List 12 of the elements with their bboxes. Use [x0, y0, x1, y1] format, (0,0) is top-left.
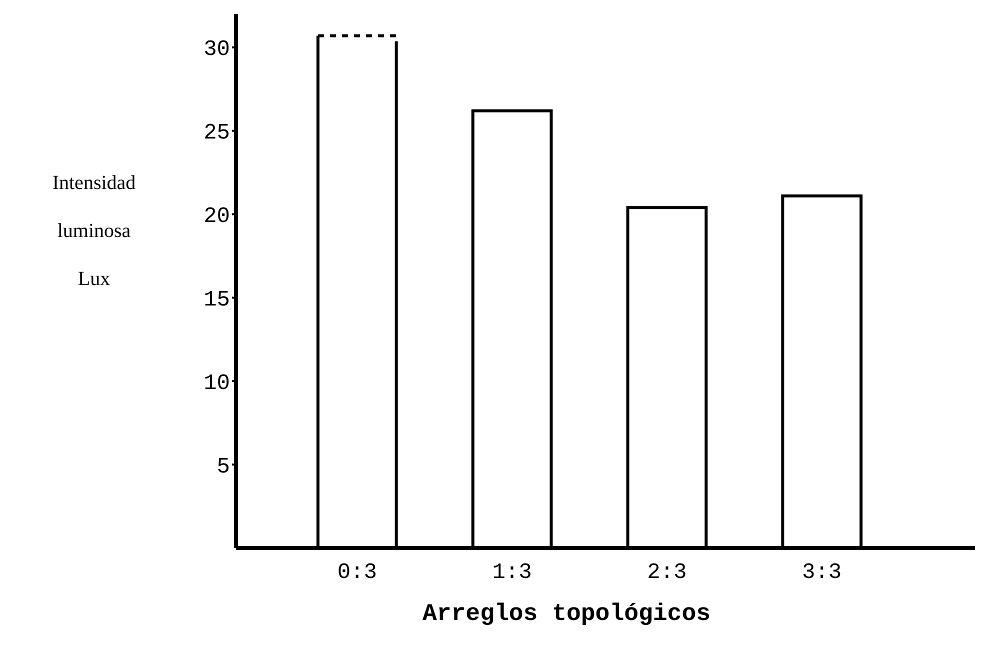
y-tick-label: 20 [204, 204, 230, 229]
y-tick-label: 25 [204, 120, 230, 146]
y-tick-label: 15 [204, 287, 230, 312]
x-axis-title: Arreglos topológicos [422, 601, 711, 628]
x-tick-label: 2:3 [647, 560, 687, 585]
y-tick-label: 5 [216, 454, 230, 480]
x-tick-label: 1:3 [492, 560, 532, 585]
y-tick-label: 30 [204, 37, 230, 62]
x-tick-label: 0:3 [337, 560, 377, 585]
y-tick-label: 10 [204, 370, 230, 396]
text: Intensidad luminosa Lux [52, 172, 136, 290]
x-tick-label: 3:3 [802, 560, 842, 585]
